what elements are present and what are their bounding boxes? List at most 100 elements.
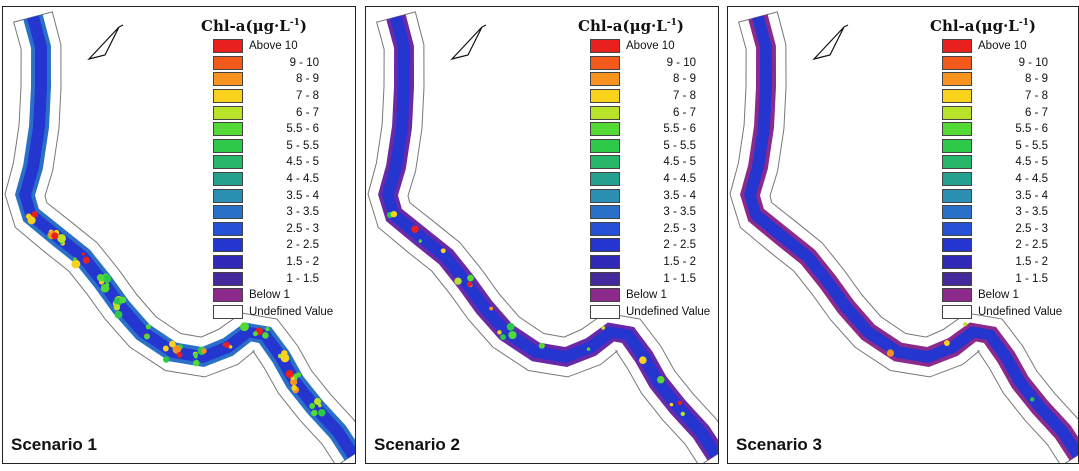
legend-swatch xyxy=(590,55,620,70)
legend-swatch xyxy=(942,271,972,286)
legend-item: Undefined Value xyxy=(942,304,1063,321)
legend-swatch xyxy=(590,304,620,319)
legend-item: 4.5 - 5 xyxy=(590,154,704,171)
chl-a-hotspot xyxy=(168,340,176,348)
legend-item: 5 - 5.5 xyxy=(590,138,704,155)
legend-item: Below 1 xyxy=(213,287,327,304)
legend-swatch xyxy=(590,72,620,87)
legend-swatch xyxy=(590,188,620,203)
legend-item: 8 - 9 xyxy=(590,71,704,88)
legend-item: 3.5 - 4 xyxy=(213,187,327,204)
chl-a-hotspot xyxy=(81,252,86,256)
chl-a-hotspot xyxy=(314,397,322,405)
legend-swatch xyxy=(213,304,243,319)
chl-a-hotspot xyxy=(677,400,683,406)
chl-a-hotspot xyxy=(223,341,231,349)
legend-label: 6 - 7 xyxy=(295,106,319,119)
chl-a-hotspot xyxy=(82,256,90,264)
legend-item: 4 - 4.5 xyxy=(942,171,1056,188)
chl-a-hotspot xyxy=(508,330,517,340)
legend-label: 3 - 3.5 xyxy=(286,206,319,219)
chl-a-hotspot xyxy=(318,403,322,408)
chl-a-hotspot xyxy=(680,411,685,417)
north-arrow-icon xyxy=(448,23,488,68)
legend-title: Chl-a(μg·L-1) xyxy=(578,17,684,35)
legend-item: 8 - 9 xyxy=(213,71,327,88)
legend-item: 1 - 1.5 xyxy=(590,270,704,287)
chl-a-hotspot xyxy=(454,277,462,285)
chl-a-hotspot xyxy=(294,373,299,378)
legend-label: 2.5 - 3 xyxy=(286,222,319,235)
legend-swatch xyxy=(213,205,243,220)
chl-a-hotspot xyxy=(228,345,233,349)
chl-a-hotspot xyxy=(265,327,270,332)
legend-item: 5.5 - 6 xyxy=(213,121,327,138)
legend-label: Above 10 xyxy=(626,40,675,53)
scenario-2-map-panel: Chl-a(μg·L-1) Above 10 9 - 10 8 - 9 7 - 8 6 -… xyxy=(365,6,719,464)
legend-item: Above 10 xyxy=(942,38,1056,55)
legend-item: 9 - 10 xyxy=(942,55,1056,72)
chl-a-hotspot xyxy=(73,257,77,261)
legend-label: 2.5 - 3 xyxy=(663,222,696,235)
chl-a-hotspot xyxy=(100,283,110,293)
legend-item: 4.5 - 5 xyxy=(942,154,1056,171)
legend-label: Undefined Value xyxy=(978,305,1063,318)
chl-a-hotspot xyxy=(601,326,606,330)
legend-label: 4 - 4.5 xyxy=(663,173,696,186)
legend-swatch xyxy=(213,105,243,120)
legend-swatch xyxy=(942,55,972,70)
legend-label: 3.5 - 4 xyxy=(286,189,319,202)
legend-label: 7 - 8 xyxy=(672,90,696,103)
legend-label: 1 - 1.5 xyxy=(1015,272,1048,285)
scenario-1-map-panel: Chl-a(μg·L-1) Above 10 9 - 10 8 - 9 7 - 8 6 -… xyxy=(2,6,356,464)
legend-label: 3.5 - 4 xyxy=(663,189,696,202)
legend-swatch xyxy=(213,55,243,70)
legend-swatch xyxy=(590,221,620,236)
legend-swatch xyxy=(590,122,620,137)
legend-item: 1.5 - 2 xyxy=(590,254,704,271)
legend-item: 9 - 10 xyxy=(590,55,704,72)
chl-a-hotspot xyxy=(538,342,545,349)
legend-label: 9 - 10 xyxy=(289,56,319,69)
legend-label: Below 1 xyxy=(978,289,1019,302)
chl-a-legend: Chl-a(μg·L-1) Above 10 9 - 10 8 - 9 7 - 8 6 -… xyxy=(578,17,710,320)
legend-item: 6 - 7 xyxy=(590,104,704,121)
chl-a-hotspot xyxy=(290,378,298,386)
legend-label: 5.5 - 6 xyxy=(663,123,696,136)
legend-swatch xyxy=(590,288,620,303)
legend-swatch xyxy=(942,138,972,153)
legend-label: 4 - 4.5 xyxy=(286,173,319,186)
legend-item: 2.5 - 3 xyxy=(213,221,327,238)
chl-a-legend: Chl-a(μg·L-1) Above 10 9 - 10 8 - 9 7 - 8 6 -… xyxy=(930,17,1063,321)
legend-item: 2.5 - 3 xyxy=(942,221,1056,238)
legend-item: 2 - 2.5 xyxy=(213,237,327,254)
chl-a-hotspot xyxy=(119,296,127,304)
legend-label: Above 10 xyxy=(978,40,1027,53)
chl-a-hotspot xyxy=(318,409,326,417)
chl-a-hotspot xyxy=(113,304,121,311)
chl-a-hotspot xyxy=(192,359,200,367)
legend-item: 4 - 4.5 xyxy=(213,171,327,188)
legend-swatch xyxy=(213,39,243,54)
legend-swatch xyxy=(590,105,620,120)
legend-swatch xyxy=(942,221,972,236)
legend-item: 5.5 - 6 xyxy=(942,121,1056,138)
legend-swatch xyxy=(213,172,243,187)
legend-item: 3 - 3.5 xyxy=(213,204,327,221)
legend-swatch xyxy=(590,205,620,220)
legend-label: Above 10 xyxy=(249,40,298,53)
legend-label: 3 - 3.5 xyxy=(1015,206,1048,219)
legend-swatch xyxy=(942,205,972,220)
legend-label: 2 - 2.5 xyxy=(286,239,319,252)
legend-swatch xyxy=(213,72,243,87)
chl-a-hotspot xyxy=(489,306,494,311)
legend-swatch xyxy=(590,89,620,104)
legend-swatch xyxy=(213,188,243,203)
legend-item: 3 - 3.5 xyxy=(590,204,704,221)
river-map xyxy=(367,11,718,463)
chl-a-hotspot xyxy=(285,370,294,379)
legend-title: Chl-a(μg·L-1) xyxy=(930,17,1036,35)
legend-item: Undefined Value xyxy=(213,304,333,321)
legend-item: 2.5 - 3 xyxy=(590,221,704,238)
chl-a-hotspot xyxy=(886,349,895,357)
